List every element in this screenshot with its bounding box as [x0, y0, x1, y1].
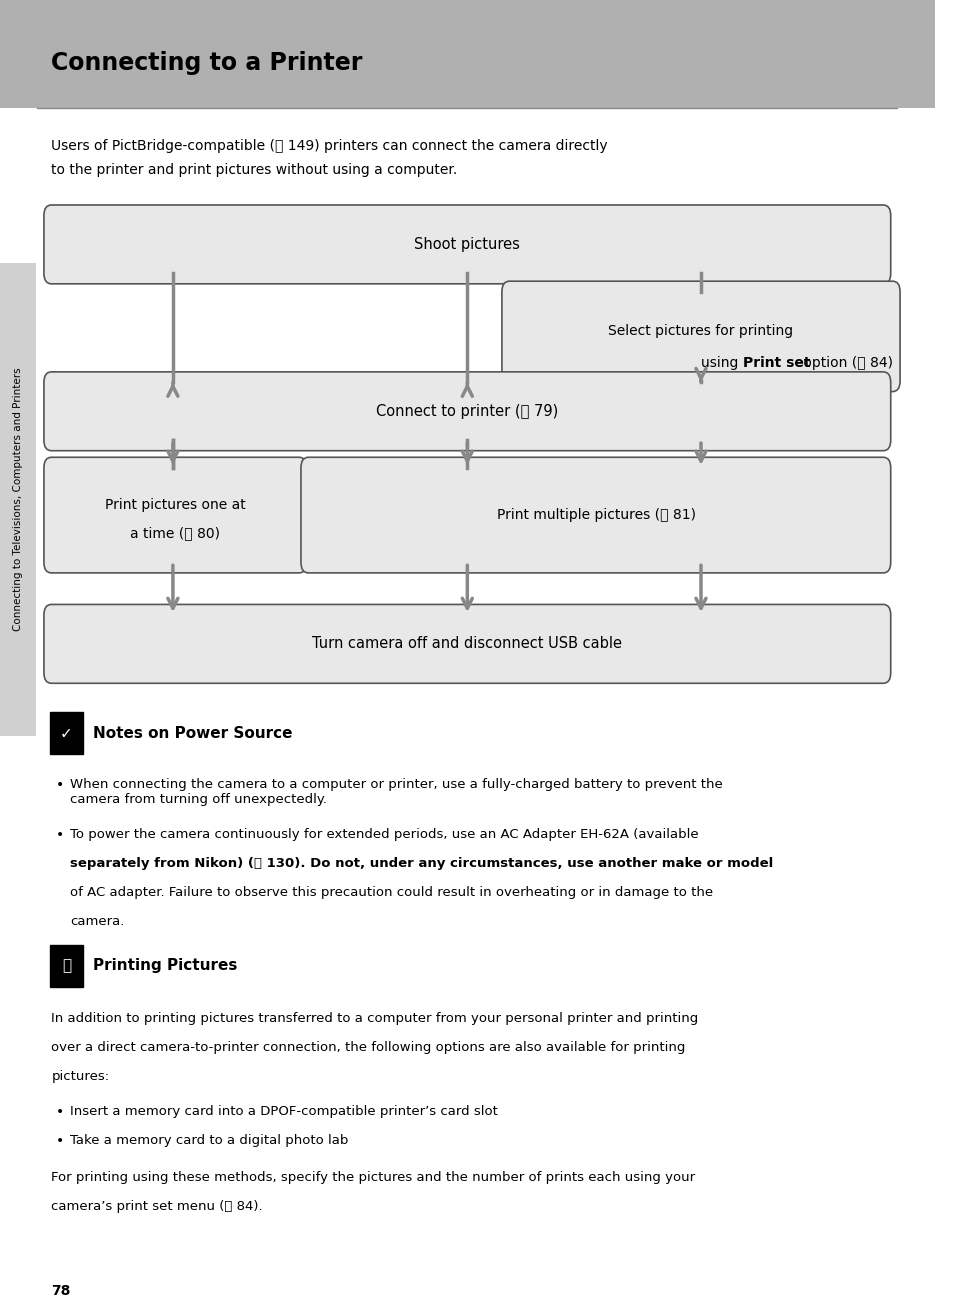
Text: In addition to printing pictures transferred to a computer from your personal pr: In addition to printing pictures transfe… — [51, 1012, 698, 1025]
Text: pictures:: pictures: — [51, 1070, 110, 1083]
FancyBboxPatch shape — [50, 945, 83, 987]
Text: Shoot pictures: Shoot pictures — [414, 237, 519, 252]
Text: a time (Ⓢ 80): a time (Ⓢ 80) — [131, 527, 220, 540]
Text: Users of PictBridge-compatible (Ⓢ 149) printers can connect the camera directly: Users of PictBridge-compatible (Ⓢ 149) p… — [51, 139, 607, 154]
Text: Turn camera off and disconnect USB cable: Turn camera off and disconnect USB cable — [312, 636, 621, 652]
Text: option (Ⓢ 84): option (Ⓢ 84) — [799, 356, 892, 369]
Text: camera’s print set menu (Ⓢ 84).: camera’s print set menu (Ⓢ 84). — [51, 1200, 263, 1213]
Text: Notes on Power Source: Notes on Power Source — [93, 725, 293, 741]
Text: Take a memory card to a digital photo lab: Take a memory card to a digital photo la… — [70, 1134, 348, 1147]
FancyBboxPatch shape — [501, 281, 899, 392]
Text: When connecting the camera to a computer or printer, use a fully-charged battery: When connecting the camera to a computer… — [70, 778, 722, 805]
Text: •: • — [56, 828, 64, 842]
Text: To power the camera continuously for extended periods, use an AC Adapter EH-62A : To power the camera continuously for ext… — [70, 828, 698, 841]
Text: Insert a memory card into a DPOF-compatible printer’s card slot: Insert a memory card into a DPOF-compati… — [70, 1105, 497, 1118]
Text: to the printer and print pictures without using a computer.: to the printer and print pictures withou… — [51, 163, 457, 177]
Text: •: • — [56, 1105, 64, 1120]
Text: ✓: ✓ — [60, 725, 72, 741]
FancyBboxPatch shape — [50, 712, 83, 754]
Text: Print pictures one at: Print pictures one at — [105, 498, 245, 511]
FancyBboxPatch shape — [0, 0, 934, 108]
Text: Printing Pictures: Printing Pictures — [93, 958, 237, 974]
FancyBboxPatch shape — [44, 372, 890, 451]
Text: Connecting to a Printer: Connecting to a Printer — [51, 51, 362, 75]
FancyBboxPatch shape — [44, 457, 306, 573]
Text: of AC adapter. Failure to observe this precaution could result in overheating or: of AC adapter. Failure to observe this p… — [70, 886, 713, 899]
Text: For printing using these methods, specify the pictures and the number of prints : For printing using these methods, specif… — [51, 1171, 695, 1184]
Text: 78: 78 — [51, 1284, 71, 1298]
FancyBboxPatch shape — [44, 205, 890, 284]
Text: •: • — [56, 1134, 64, 1148]
Text: over a direct camera-to-printer connection, the following options are also avail: over a direct camera-to-printer connecti… — [51, 1041, 685, 1054]
Text: Select pictures for printing: Select pictures for printing — [608, 325, 793, 338]
FancyBboxPatch shape — [300, 457, 890, 573]
Text: Connect to printer (Ⓢ 79): Connect to printer (Ⓢ 79) — [375, 403, 558, 419]
FancyBboxPatch shape — [0, 263, 35, 736]
Text: separately from Nikon) (Ⓢ 130). Do not, under any circumstances, use another mak: separately from Nikon) (Ⓢ 130). Do not, … — [70, 857, 773, 870]
FancyBboxPatch shape — [44, 604, 890, 683]
Text: Print set: Print set — [742, 356, 810, 369]
Text: using: using — [700, 356, 742, 369]
Text: camera.: camera. — [70, 915, 124, 928]
Text: Print multiple pictures (Ⓢ 81): Print multiple pictures (Ⓢ 81) — [497, 509, 695, 522]
Text: •: • — [56, 778, 64, 792]
Text: Connecting to Televisions, Computers and Printers: Connecting to Televisions, Computers and… — [12, 368, 23, 631]
Text: ⌕: ⌕ — [62, 958, 71, 974]
